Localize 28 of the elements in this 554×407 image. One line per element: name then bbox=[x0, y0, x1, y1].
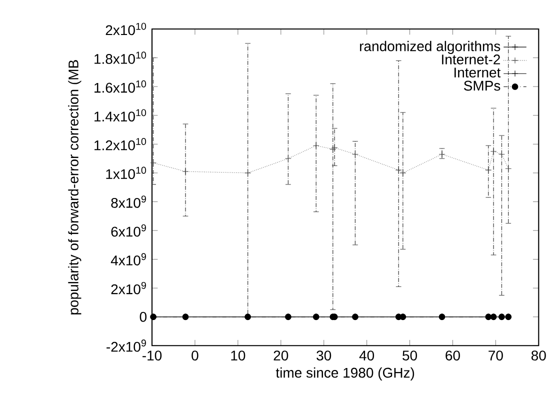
x-axis-title: time since 1980 (GHz) bbox=[276, 367, 414, 380]
y-tick-label: 2x10$^{10}$ bbox=[106, 22, 146, 36]
y-tick-label: 1.4x10$^{10}$ bbox=[94, 109, 146, 122]
x-tick-label: 70 bbox=[488, 350, 503, 361]
x-tick-label: 20 bbox=[274, 350, 288, 361]
y-tick-label: 1.6x10$^{10}$ bbox=[94, 80, 146, 93]
x-tick-label: 40 bbox=[359, 350, 374, 361]
y-tick-label: 1.2x10$^{10}$ bbox=[94, 138, 146, 150]
y-tick-label: -2x10$^{9}$ bbox=[106, 340, 146, 352]
x-tick-label: 10 bbox=[231, 350, 246, 361]
x-tick-label: 0 bbox=[192, 350, 198, 361]
legend-label: randomized algorithms bbox=[360, 40, 500, 54]
y-tick-label: 6x10$^{9}$ bbox=[111, 224, 146, 237]
y-tick-label: 1.8x10$^{10}$ bbox=[94, 52, 146, 64]
x-tick-label: 80 bbox=[531, 350, 546, 361]
x-tick-label: -10 bbox=[142, 350, 162, 361]
legend-label: Internet bbox=[454, 68, 501, 78]
x-tick-label: 30 bbox=[316, 350, 332, 361]
y-tick-label: 0 bbox=[140, 312, 147, 322]
y-axis-title: popularity of forward-error correction (MB bbox=[68, 60, 82, 314]
x-tick-label: 50 bbox=[402, 350, 418, 361]
y-tick-label: 4x10$^{9}$ bbox=[110, 253, 146, 266]
y-tick-label: 2x10$^{9}$ bbox=[111, 282, 146, 294]
y-tick-label: 1x10$^{10}$ bbox=[106, 166, 146, 180]
x-tick-label: 60 bbox=[446, 350, 460, 361]
y-tick-label: 8x10$^{9}$ bbox=[111, 196, 146, 208]
legend-label: SMPs bbox=[464, 80, 500, 91]
legend-label: Internet-2 bbox=[442, 54, 500, 64]
